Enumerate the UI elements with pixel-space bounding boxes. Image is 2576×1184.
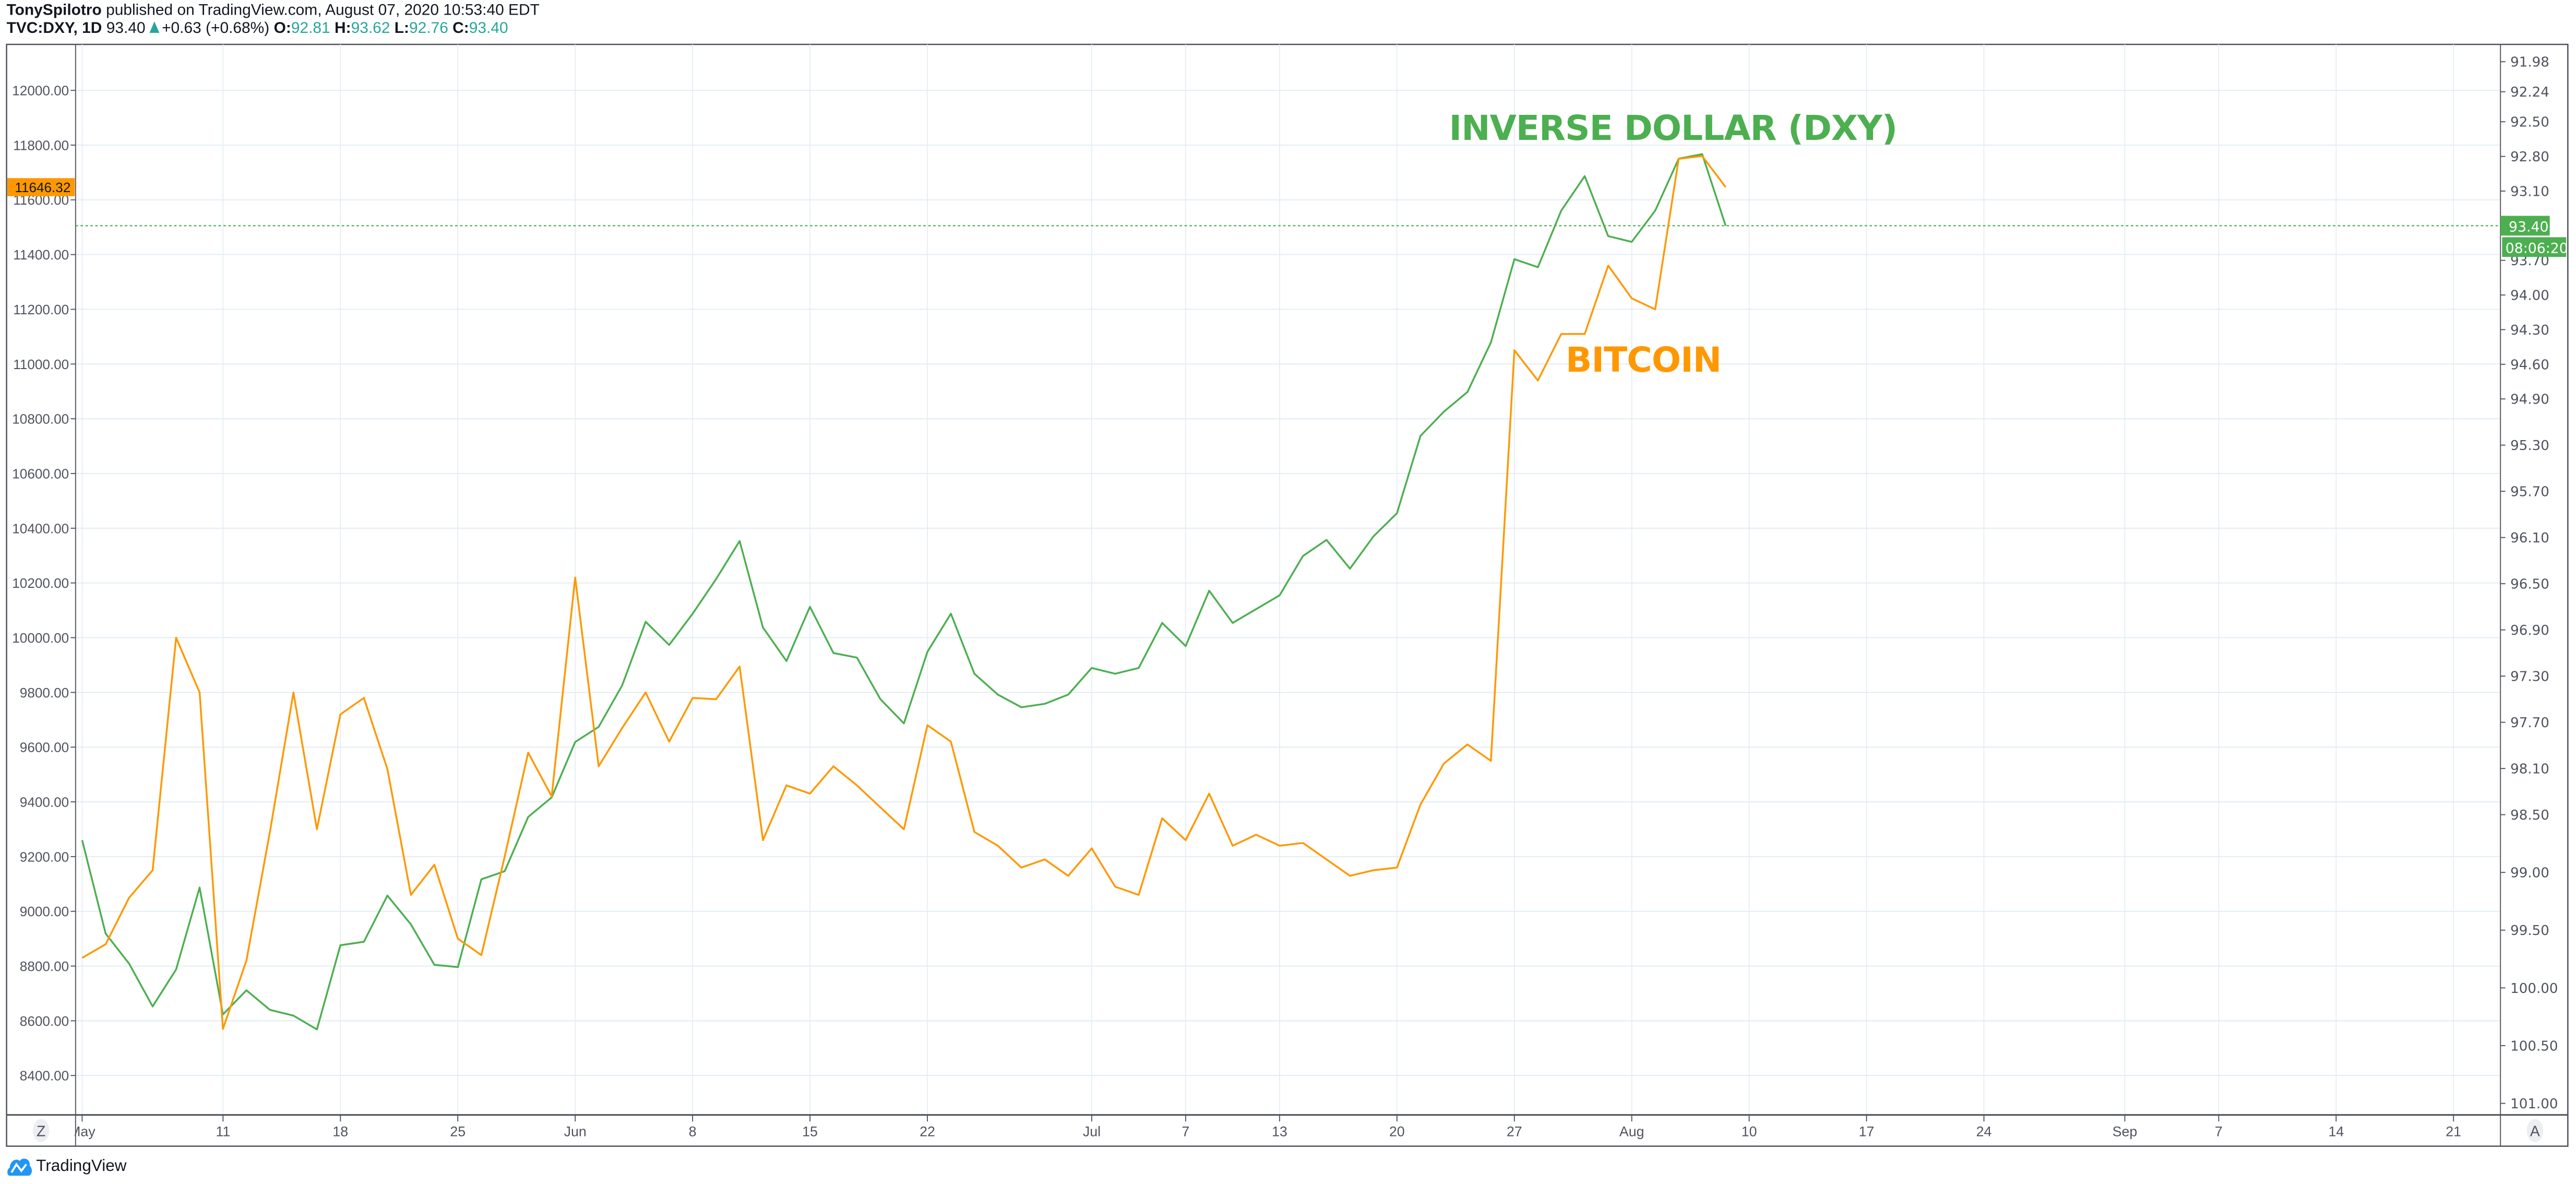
right-axis-tick-label: 92.50	[2510, 115, 2549, 131]
up-triangle-icon	[148, 21, 159, 33]
right-axis-tick-label: 94.00	[2510, 288, 2549, 304]
time-axis-tick-label: 11	[216, 1124, 230, 1140]
right-axis-tick-label: 94.90	[2510, 392, 2549, 408]
time-axis-tick-label: 24	[1976, 1124, 1992, 1140]
time-axis-tick-label: 13	[1272, 1124, 1287, 1140]
right-axis-tick-label: 92.80	[2510, 149, 2549, 165]
right-axis-tick-label: 99.00	[2510, 866, 2549, 881]
time-axis-tick-label: 27	[1507, 1124, 1522, 1140]
annotation-inverse-dollar[interactable]: INVERSE DOLLAR (DXY)	[1449, 108, 1898, 148]
time-axis-tick-label: 14	[2328, 1124, 2344, 1140]
time-axis-tick-label: Sep	[2113, 1124, 2138, 1140]
dxy-last-price-tag	[2500, 216, 2550, 236]
right-axis-tick-label: 100.50	[2510, 1038, 2558, 1054]
time-axis-tick-label: 18	[332, 1124, 348, 1140]
low-value: 92.76	[409, 19, 448, 38]
left-axis-tick-label: 10800.00	[12, 411, 69, 427]
left-axis-tick-label: 8800.00	[20, 958, 69, 974]
right-axis-tick-label: 100.00	[2510, 981, 2558, 997]
publish-info: TonySpilotro published on TradingView.co…	[7, 2, 540, 20]
time-axis-tick-label: 8	[689, 1124, 697, 1140]
tradingview-logo[interactable]: TradingView	[7, 1156, 127, 1176]
left-axis-tick-label: 11000.00	[13, 357, 69, 372]
right-axis-tick-label: 95.30	[2510, 438, 2549, 454]
tradingview-cloud-icon	[7, 1158, 32, 1176]
symbol-name[interactable]: TVC:DXY, 1D	[6, 19, 102, 38]
auto-scale-right-button[interactable]	[2526, 1119, 2544, 1142]
right-axis-tick-label: 97.30	[2510, 669, 2549, 685]
open-value: 92.81	[291, 19, 330, 38]
low-label: L:	[394, 19, 409, 38]
high-label: H:	[335, 19, 351, 38]
left-axis-tick-label: 11400.00	[13, 247, 69, 263]
left-axis-tick-label: 9200.00	[20, 849, 69, 865]
right-axis-tick-label: 94.60	[2510, 357, 2549, 373]
left-axis-tick-label: 10600.00	[12, 466, 69, 481]
chart-frame	[6, 43, 2569, 1147]
close-label: C:	[452, 19, 469, 38]
left-axis-tick-label: 10000.00	[12, 630, 69, 646]
auto-scale-right-label[interactable]: A	[2530, 1123, 2540, 1140]
bitcoin-last-price-label: 11646.32	[15, 180, 70, 195]
price-change: +0.63 (+0.68%)	[162, 19, 270, 38]
dxy-line[interactable]	[81, 153, 1727, 1031]
right-axis-tick-label: 96.50	[2510, 577, 2549, 593]
logo-text: TradingView	[36, 1157, 127, 1175]
time-axis-tick-label: Jun	[564, 1124, 587, 1140]
time-axis-tick-label: 21	[2446, 1124, 2461, 1140]
time-axis-tick-label: 15	[802, 1124, 818, 1140]
right-axis-tick-label: 96.10	[2510, 530, 2549, 546]
left-axis-tick-label: 11800.00	[13, 137, 69, 153]
left-axis-tick-label: 10400.00	[12, 520, 69, 536]
time-axis-tick-label: 20	[1389, 1124, 1405, 1140]
time-axis-tick-label: 17	[1859, 1124, 1875, 1140]
time-axis-tick-label: 7	[2215, 1124, 2223, 1140]
left-axis-tick-label: 12000.00	[12, 83, 69, 99]
left-axis-tick-label: 10200.00	[12, 575, 69, 591]
author-name[interactable]: TonySpilotro	[6, 2, 102, 20]
symbol-legend: TVC:DXY, 1D 93.40 +0.63 (+0.68%) O:92.81 …	[7, 20, 508, 38]
right-axis-tick-label: 92.24	[2510, 85, 2549, 100]
bitcoin-line[interactable]	[81, 155, 1727, 1030]
close-value: 93.40	[469, 19, 508, 38]
right-axis-tick-label: 99.50	[2510, 923, 2549, 939]
annotation-bitcoin[interactable]: BITCOIN	[1566, 340, 1722, 380]
left-axis-tick-label: 9400.00	[20, 794, 69, 810]
last-price: 93.40	[106, 19, 146, 38]
bar-countdown-label: 08:06:20	[2506, 240, 2568, 256]
auto-scale-left-label[interactable]: Z	[37, 1123, 45, 1140]
right-axis-tick-label: 95.70	[2510, 484, 2549, 500]
left-axis-tick-label: 11200.00	[13, 302, 69, 317]
auto-scale-left-button[interactable]	[32, 1119, 50, 1142]
time-axis-tick-label: Jul	[1083, 1124, 1101, 1140]
right-axis-tick-label: 98.50	[2510, 808, 2549, 823]
bitcoin-last-price-tag	[7, 178, 75, 196]
open-label: O:	[273, 19, 291, 38]
left-axis-tick-label: 8600.00	[20, 1013, 69, 1029]
right-axis-tick-label: 93.10	[2510, 184, 2549, 199]
right-axis-tick-label: 91.98	[2510, 55, 2549, 70]
time-axis-tick-label: Aug	[1619, 1124, 1644, 1140]
bar-countdown-tag	[2502, 237, 2567, 257]
left-axis-tick-label: 9800.00	[20, 685, 69, 701]
time-axis-tick-label: 7	[1182, 1124, 1189, 1140]
left-axis-tick-label: 9000.00	[20, 904, 69, 919]
published-text: published on TradingView.com, August 07,…	[106, 2, 540, 20]
right-axis-tick-label: 94.30	[2510, 323, 2549, 338]
time-axis-tick-label: 10	[1742, 1124, 1757, 1140]
right-axis-tick-label: 101.00	[2510, 1096, 2558, 1112]
right-axis-tick-label: 96.90	[2510, 623, 2549, 638]
left-axis-tick-label: 8400.00	[20, 1068, 69, 1084]
right-axis-tick-label: 98.10	[2510, 762, 2549, 777]
right-axis-tick-label: 97.70	[2510, 715, 2549, 731]
time-axis-tick-label: 25	[450, 1124, 466, 1140]
high-value: 93.62	[351, 19, 390, 38]
dxy-last-price-label: 93.40	[2509, 219, 2549, 235]
left-axis-tick-label: 9600.00	[20, 740, 69, 755]
time-axis-tick-label: 22	[920, 1124, 935, 1140]
